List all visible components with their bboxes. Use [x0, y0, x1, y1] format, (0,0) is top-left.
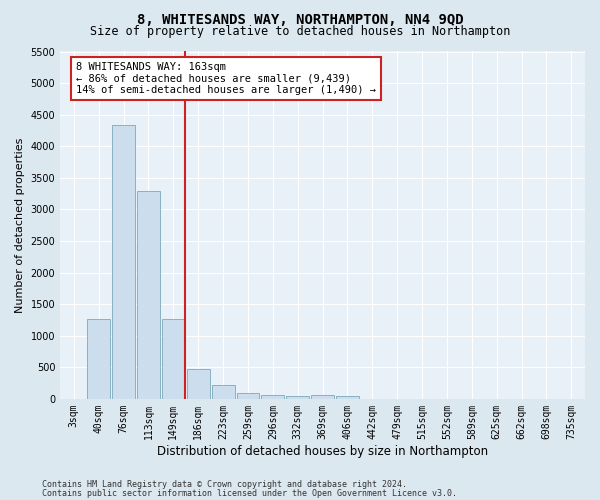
Bar: [262, 395, 284, 399]
Bar: [137, 191, 160, 399]
Text: Contains HM Land Registry data © Crown copyright and database right 2024.: Contains HM Land Registry data © Crown c…: [42, 480, 407, 489]
Text: Size of property relative to detached houses in Northampton: Size of property relative to detached ho…: [90, 25, 510, 38]
Bar: [87, 318, 110, 399]
Bar: [336, 396, 359, 399]
Y-axis label: Number of detached properties: Number of detached properties: [15, 138, 25, 313]
Text: 8, WHITESANDS WAY, NORTHAMPTON, NN4 9QD: 8, WHITESANDS WAY, NORTHAMPTON, NN4 9QD: [137, 12, 463, 26]
Bar: [162, 318, 185, 399]
X-axis label: Distribution of detached houses by size in Northampton: Distribution of detached houses by size …: [157, 444, 488, 458]
Bar: [236, 392, 259, 399]
Bar: [112, 126, 135, 399]
Bar: [187, 368, 209, 399]
Text: 8 WHITESANDS WAY: 163sqm
← 86% of detached houses are smaller (9,439)
14% of sem: 8 WHITESANDS WAY: 163sqm ← 86% of detach…: [76, 62, 376, 95]
Bar: [311, 395, 334, 399]
Text: Contains public sector information licensed under the Open Government Licence v3: Contains public sector information licen…: [42, 490, 457, 498]
Bar: [212, 385, 235, 399]
Bar: [286, 396, 309, 399]
